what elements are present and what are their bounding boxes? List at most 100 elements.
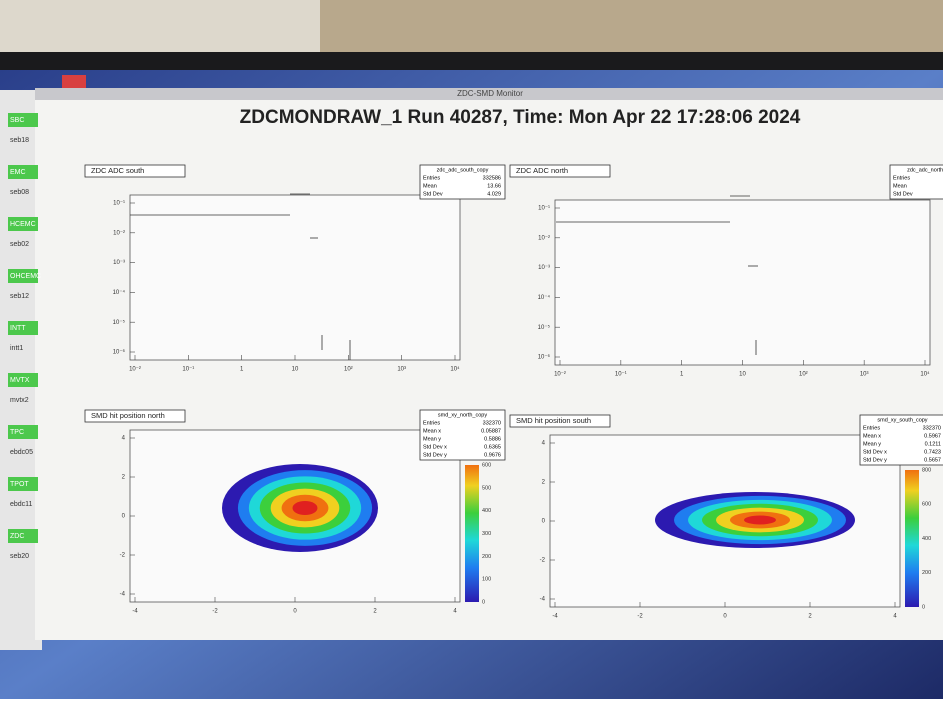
z-tick-label: 200	[482, 554, 491, 560]
z-tick-label: 400	[482, 508, 491, 514]
sidebar-label: INTT	[10, 325, 26, 332]
x-tick-label: 0	[293, 609, 297, 615]
y-tick-label: 10⁻²	[113, 230, 125, 236]
sidebar-label: OHCEMC	[10, 273, 41, 280]
window-title: ZDC-SMD Monitor	[457, 89, 523, 98]
y-tick-label: -2	[120, 553, 126, 559]
x-tick-label: 10²	[799, 372, 808, 378]
stats-key: Mean x	[423, 428, 441, 434]
sidebar-label: SBC	[10, 117, 24, 124]
stats-value: 0.7423	[924, 449, 941, 455]
title-box	[84, 164, 186, 178]
bezel	[0, 52, 943, 72]
sidebar-label: seb08	[10, 189, 29, 196]
sidebar-label: ebdc05	[10, 449, 33, 456]
y-tick-label: 0	[542, 519, 546, 525]
y-tick-label: 4	[542, 441, 546, 447]
title-bar	[35, 88, 943, 100]
y-tick-label: 10⁻³	[113, 260, 125, 266]
z-tick-label: 0	[482, 599, 485, 605]
stats-key: Std Dev y	[423, 452, 447, 458]
z-tick-label: 300	[482, 531, 491, 537]
stats-value: 0.6365	[484, 444, 501, 450]
z-tick-label: 800	[922, 467, 931, 473]
sidebar-label: seb20	[10, 553, 29, 560]
y-tick-label: 10⁻¹	[538, 206, 550, 212]
stats-value: 0.5967	[924, 433, 941, 439]
stats-name: smd_xy_north_copy	[438, 412, 487, 418]
stats-key: Std Dev y	[863, 457, 887, 463]
stats-key: Std Dev x	[423, 444, 447, 450]
z-tick-label: 400	[922, 536, 931, 542]
sidebar-label: seb18	[10, 137, 29, 144]
y-tick-label: 10⁻²	[538, 235, 550, 241]
sidebar-label: intt1	[10, 345, 23, 352]
x-tick-label: 2	[808, 614, 812, 620]
z-tick-label: 500	[482, 485, 491, 491]
z-tick-label: 200	[922, 570, 931, 576]
stats-value: 332370	[923, 425, 941, 431]
z-tick-label: 100	[482, 577, 491, 583]
panel-title: ZDC ADC north	[516, 166, 568, 175]
stats-key: Mean	[893, 183, 907, 189]
y-tick-label: 0	[122, 514, 126, 520]
title-box	[509, 164, 611, 178]
stats-key: Mean	[423, 183, 437, 189]
y-tick-label: 10⁻⁶	[538, 354, 551, 361]
x-tick-label: 10	[739, 372, 746, 378]
sidebar-label: mvtx2	[10, 397, 29, 404]
stats-value: 332586	[483, 175, 501, 181]
heatmap-blob	[744, 515, 776, 525]
sidebar-tag	[8, 529, 38, 543]
y-tick-label: -4	[540, 597, 546, 603]
y-tick-label: -4	[120, 592, 126, 598]
stats-key: Std Dev	[893, 191, 913, 197]
paper	[0, 0, 320, 55]
plot-frame	[554, 199, 931, 366]
stats-box	[859, 414, 943, 466]
y-tick-label: 10⁻⁵	[113, 319, 126, 326]
sidebar-tag	[8, 373, 38, 387]
x-tick-label: 10²	[344, 367, 353, 373]
stats-name: zdc_adc_south_copy	[437, 167, 489, 173]
sidebar-label: ZDC	[10, 533, 24, 540]
stats-key: Entries	[893, 175, 910, 181]
sidebar-tag	[8, 477, 38, 491]
y-tick-label: 2	[122, 475, 126, 481]
x-tick-label: -2	[637, 614, 643, 620]
z-tick-label: 600	[482, 462, 491, 468]
y-tick-label: 4	[122, 436, 126, 442]
title-box	[509, 414, 611, 428]
stats-value: 0.05887	[481, 428, 501, 434]
stats-box	[889, 164, 943, 200]
color-bar	[465, 465, 479, 602]
sidebar-tag	[8, 217, 38, 231]
title-box	[84, 409, 186, 423]
stats-value: 0.9676	[484, 452, 501, 458]
x-tick-label: 10	[292, 367, 299, 373]
x-tick-label: 10⁻²	[554, 372, 566, 378]
sidebar-label: seb02	[10, 241, 29, 248]
panel-title: SMD hit position south	[516, 416, 591, 425]
z-tick-label: 600	[922, 502, 931, 508]
stats-key: Std Dev x	[863, 449, 887, 455]
x-tick-label: 4	[453, 609, 457, 615]
color-bar	[905, 470, 919, 607]
stats-name: zdc_adc_north_copy	[907, 167, 943, 173]
x-tick-label: 10³	[860, 372, 869, 378]
stats-key: Std Dev	[423, 191, 443, 197]
y-tick-label: 2	[542, 480, 546, 486]
stats-value: 13.66	[487, 183, 501, 189]
x-tick-label: 1	[680, 372, 684, 378]
sidebar-label: HCEMC	[10, 221, 36, 228]
stats-key: Mean y	[863, 441, 881, 447]
stats-value: 332370	[483, 420, 501, 426]
stats-key: Mean y	[423, 436, 441, 442]
stats-key: Entries	[423, 420, 440, 426]
stats-key: Entries	[423, 175, 440, 181]
x-tick-label: 10³	[397, 367, 406, 373]
panel-title: ZDC ADC south	[91, 166, 144, 175]
sidebar-label: TPOT	[10, 481, 29, 488]
